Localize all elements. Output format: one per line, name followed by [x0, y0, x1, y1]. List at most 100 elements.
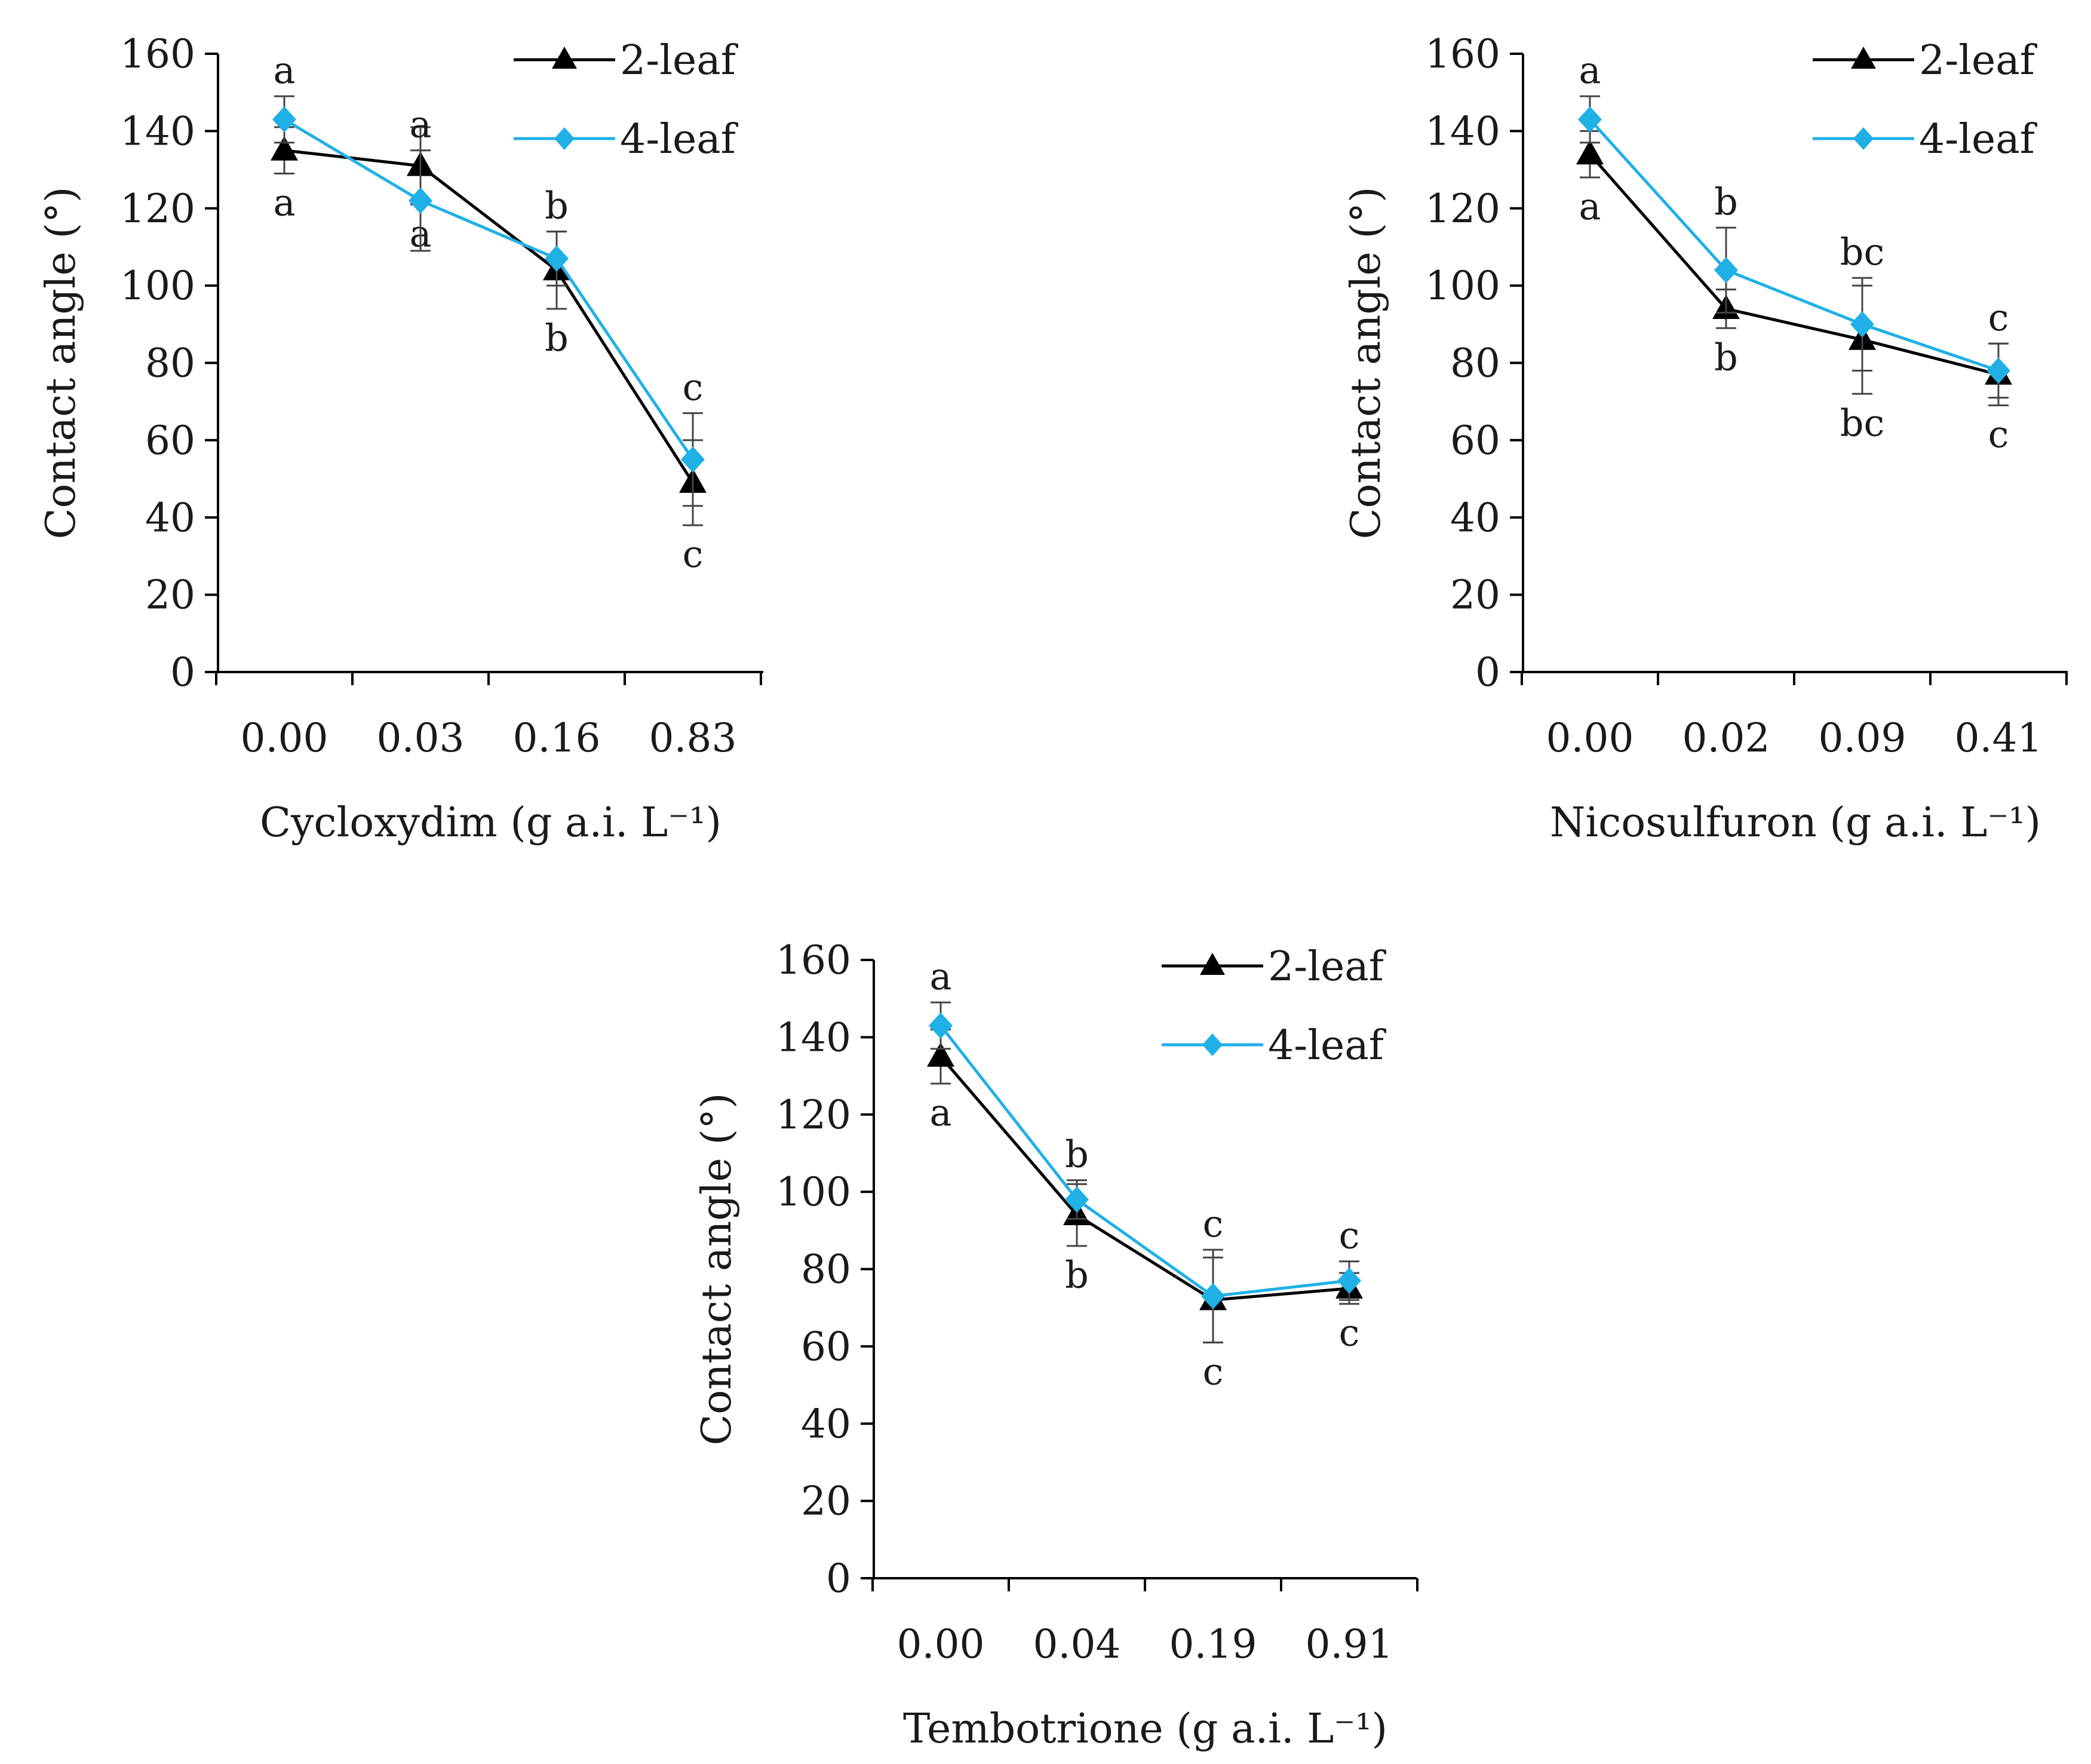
- significance-letter: b: [1714, 180, 1738, 223]
- x-tick-label: 0.41: [1955, 715, 2043, 761]
- series-2-leaf: a b c c: [927, 1028, 1363, 1393]
- y-tick-label: 100: [776, 1169, 851, 1215]
- y-tick-label: 160: [776, 937, 851, 983]
- y-tick-label: 140: [1425, 108, 1500, 154]
- significance-letter: b: [545, 316, 569, 360]
- legend-item-2-leaf: 2-leaf: [514, 37, 739, 84]
- y-tick-label: 60: [1450, 418, 1500, 464]
- legend-item-4-leaf: 4-leaf: [1162, 1022, 1387, 1069]
- x-axis-title: Tembotrione (g a.i. L⁻¹): [903, 1705, 1387, 1753]
- x-tick-label: 0.04: [1033, 1621, 1121, 1667]
- series-2-leaf: a b bc c: [1576, 130, 2012, 456]
- y-tick-label: 20: [801, 1478, 851, 1524]
- chart-panel-1: 0 20 40 60 80 100 120 140 160 0.00 0.03 0.16 0.83 Cyc…: [38, 31, 763, 846]
- legend-label: 4-leaf: [1268, 1022, 1387, 1069]
- significance-letter: a: [274, 48, 296, 92]
- legend-label: 2-leaf: [1268, 943, 1387, 990]
- data-point: [929, 1012, 953, 1039]
- legend-marker: [1202, 1033, 1223, 1056]
- y-tick-label: 40: [801, 1401, 851, 1447]
- legend-marker: [552, 47, 577, 69]
- significance-letter: a: [930, 955, 952, 998]
- legend-item-2-leaf: 2-leaf: [1813, 37, 2038, 84]
- data-point: [272, 106, 296, 133]
- data-point: [545, 245, 569, 272]
- y-tick-label: 60: [801, 1324, 851, 1370]
- series-line: [1589, 153, 1999, 376]
- chart-panel-2: 0 20 40 60 80 100 120 140 160 0.00 0.02 0.09 0.41 Nic…: [1343, 31, 2068, 846]
- series-4-leaf: a b bc c: [1578, 48, 2010, 399]
- significance-letter: a: [410, 103, 432, 146]
- significance-letter: b: [1714, 335, 1738, 379]
- series-line: [284, 149, 695, 484]
- y-tick-label: 20: [1450, 572, 1500, 618]
- data-point: [1065, 1186, 1089, 1213]
- significance-letter: c: [683, 532, 704, 576]
- y-tick-label: 80: [145, 340, 195, 386]
- significance-letter: a: [930, 1091, 952, 1134]
- x-tick-label: 0.00: [241, 715, 328, 761]
- significance-letter: a: [1579, 185, 1601, 228]
- data-point: [409, 187, 432, 214]
- legend-marker: [1200, 953, 1225, 975]
- significance-letter: c: [1203, 1349, 1224, 1393]
- data-point: [271, 136, 298, 161]
- y-tick-label: 40: [145, 495, 195, 541]
- x-tick-label: 0.03: [377, 715, 465, 761]
- x-tick-label: 0.91: [1306, 1621, 1393, 1667]
- significance-letter: b: [1065, 1253, 1089, 1297]
- x-axis-title: Nicosulfuron (g a.i. L⁻¹): [1550, 799, 2041, 846]
- y-tick-label: 80: [801, 1247, 851, 1293]
- significance-letter: c: [1339, 1214, 1360, 1257]
- significance-letter: bc: [1840, 401, 1884, 444]
- significance-letter: c: [683, 366, 704, 409]
- significance-letter: b: [1065, 1133, 1089, 1176]
- legend-label: 2-leaf: [620, 37, 739, 84]
- legend-marker: [1853, 127, 1874, 150]
- y-tick-label: 160: [1425, 31, 1500, 77]
- x-tick-label: 0.16: [513, 715, 601, 761]
- x-tick-label: 0.19: [1169, 1621, 1257, 1667]
- series-line: [939, 1056, 1350, 1302]
- y-tick-label: 0: [170, 649, 195, 695]
- legend-marker: [554, 127, 575, 150]
- data-point: [927, 1042, 954, 1067]
- x-tick-label: 0.09: [1819, 715, 1906, 761]
- legend-item-2-leaf: 2-leaf: [1162, 943, 1387, 990]
- x-tick-label: 0.00: [1546, 715, 1634, 761]
- series-line: [283, 118, 695, 461]
- data-point: [1850, 311, 1874, 338]
- series-4-leaf: a a b c: [272, 48, 705, 507]
- y-axis-title: Contact angle (°): [1343, 186, 1390, 539]
- data-point: [1986, 357, 2010, 384]
- series-line: [939, 1024, 1350, 1298]
- significance-letter: a: [274, 181, 296, 225]
- legend-label: 4-leaf: [620, 116, 739, 163]
- chart-panel-3: 0 20 40 60 80 100 120 140 160 0.00 0.04 0.19 0.91 Tem…: [693, 937, 1418, 1753]
- y-axis-title: Contact angle (°): [38, 186, 85, 539]
- significance-letter: c: [1339, 1311, 1360, 1355]
- legend-label: 2-leaf: [1919, 37, 2038, 84]
- legend-item-4-leaf: 4-leaf: [1813, 116, 2038, 163]
- significance-letter: b: [545, 184, 569, 228]
- y-tick-label: 0: [826, 1556, 851, 1602]
- data-point: [1337, 1267, 1361, 1294]
- series-4-leaf: a b c c: [929, 955, 1361, 1343]
- legend-label: 4-leaf: [1919, 116, 2038, 163]
- data-point: [681, 446, 705, 473]
- x-tick-label: 0.83: [649, 715, 737, 761]
- significance-letter: c: [1988, 296, 2009, 339]
- legend-item-4-leaf: 4-leaf: [514, 116, 739, 163]
- y-tick-label: 100: [1425, 263, 1500, 309]
- y-tick-label: 100: [120, 263, 195, 309]
- significance-letter: a: [1579, 48, 1601, 92]
- x-tick-label: 0.00: [897, 1621, 985, 1667]
- series-line: [1589, 118, 1999, 372]
- y-tick-label: 60: [145, 418, 195, 464]
- y-axis-title: Contact angle (°): [693, 1093, 741, 1445]
- y-tick-label: 140: [776, 1014, 851, 1060]
- data-point: [1201, 1283, 1225, 1309]
- data-point: [1714, 257, 1738, 284]
- y-tick-label: 0: [1475, 649, 1500, 695]
